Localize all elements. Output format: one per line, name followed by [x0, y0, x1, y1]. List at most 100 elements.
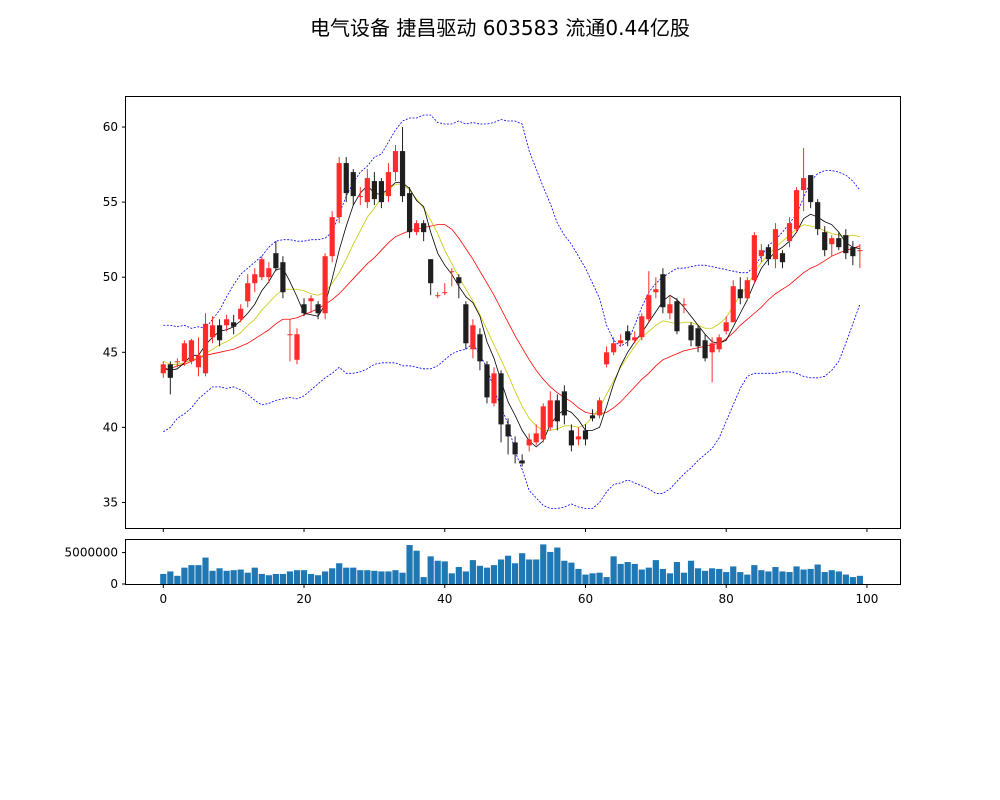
volume-bar	[814, 564, 821, 584]
candle-body	[216, 325, 223, 341]
candle-body	[167, 364, 173, 378]
candle-body	[554, 400, 560, 422]
price-panel-frame	[125, 96, 901, 529]
volume-bar	[364, 570, 371, 584]
volume-bar	[758, 570, 765, 584]
candle-body	[660, 274, 666, 308]
volume-bar	[786, 572, 793, 584]
candle-body	[709, 343, 715, 353]
candle-body	[174, 361, 180, 363]
volume-bar	[476, 565, 484, 584]
volume-bar	[357, 570, 364, 584]
volume-bar	[216, 568, 223, 584]
candle-body	[526, 439, 532, 446]
candlesticks	[160, 127, 863, 467]
volume-bar	[420, 577, 427, 584]
volume-bar	[378, 571, 385, 584]
volume-bar	[800, 569, 807, 584]
volume-bar	[272, 573, 279, 584]
candle-body	[765, 247, 772, 260]
price-y-tick-label: 50	[103, 270, 118, 284]
volume-bar	[807, 568, 814, 584]
volume-bar	[694, 568, 702, 584]
candle-body	[688, 325, 694, 341]
candle-body	[681, 304, 687, 306]
volume-panel: 0 5000000 0 20 40 60 80 100	[65, 539, 901, 606]
volume-bar	[160, 573, 167, 584]
candle-body	[209, 325, 216, 338]
candle-body	[723, 322, 729, 332]
candle-body	[575, 436, 582, 440]
candle-body	[744, 280, 750, 299]
candle-body	[512, 442, 518, 455]
volume-bar	[329, 568, 336, 584]
volume-bar	[504, 555, 512, 584]
candle-body	[850, 247, 856, 257]
volume-bar	[624, 562, 631, 584]
volume-bar	[638, 569, 645, 584]
price-y-tick-label: 55	[103, 195, 118, 209]
ma-long-line	[163, 224, 861, 415]
candle-body	[280, 262, 286, 293]
volume-bar	[286, 571, 294, 584]
price-y-tick-label: 45	[103, 345, 118, 359]
candle-body	[611, 343, 617, 353]
volume-bar	[434, 560, 441, 584]
price-panel: 35 40 45 50 55 60	[103, 96, 901, 532]
volume-bar	[645, 567, 652, 584]
candle-body	[737, 289, 743, 299]
candle-body	[392, 151, 399, 173]
candle-body	[195, 355, 202, 368]
candle-body	[463, 304, 469, 344]
candle-body	[618, 340, 624, 344]
volume-bar	[680, 572, 688, 584]
chart-title: 电气设备 捷昌驱动 603583 流通0.44亿股	[310, 16, 690, 40]
x-tick-label: 40	[437, 592, 452, 606]
candle-body	[252, 274, 258, 284]
volume-bar	[322, 571, 329, 584]
candle-body	[336, 163, 342, 218]
candle-body	[491, 373, 497, 404]
volume-bar	[265, 575, 272, 584]
volume-bar	[195, 565, 202, 584]
volume-bar	[167, 571, 174, 584]
volume-bar	[709, 568, 716, 584]
candle-body	[301, 304, 307, 314]
volume-bar	[314, 575, 322, 584]
candle-body	[639, 316, 645, 338]
volume-bar	[603, 577, 610, 584]
volume-bar	[490, 565, 498, 584]
x-tick-label: 100	[855, 592, 878, 606]
candle-body	[435, 295, 441, 297]
candle-body	[667, 304, 673, 314]
price-y-tick-label: 60	[103, 120, 118, 134]
candle-body	[470, 325, 476, 350]
candle-body	[758, 250, 764, 257]
volume-bar	[230, 570, 237, 584]
candle-body	[421, 223, 427, 233]
volume-bar	[441, 561, 448, 584]
candle-body	[343, 163, 349, 194]
volume-bar	[751, 565, 758, 584]
volume-bar	[610, 556, 617, 584]
candle-body	[596, 400, 603, 416]
volume-bar	[336, 563, 343, 584]
candle-body	[836, 238, 842, 248]
volume-bar	[406, 545, 413, 584]
volume-bar	[666, 573, 674, 584]
candle-body	[568, 430, 575, 446]
candle-body	[259, 259, 265, 278]
candle-body	[484, 364, 490, 398]
volume-bar	[237, 569, 244, 584]
volume-bar	[307, 573, 315, 584]
volume-bar	[202, 557, 209, 584]
bollinger-bands	[163, 114, 861, 509]
volume-bar	[730, 566, 737, 584]
volume-bar	[687, 560, 695, 584]
volume-bar	[849, 577, 856, 584]
candle-body	[716, 337, 722, 350]
candle-body	[779, 253, 786, 263]
volume-bar	[399, 572, 406, 584]
candle-body	[329, 217, 335, 257]
volume-bar	[497, 559, 505, 584]
